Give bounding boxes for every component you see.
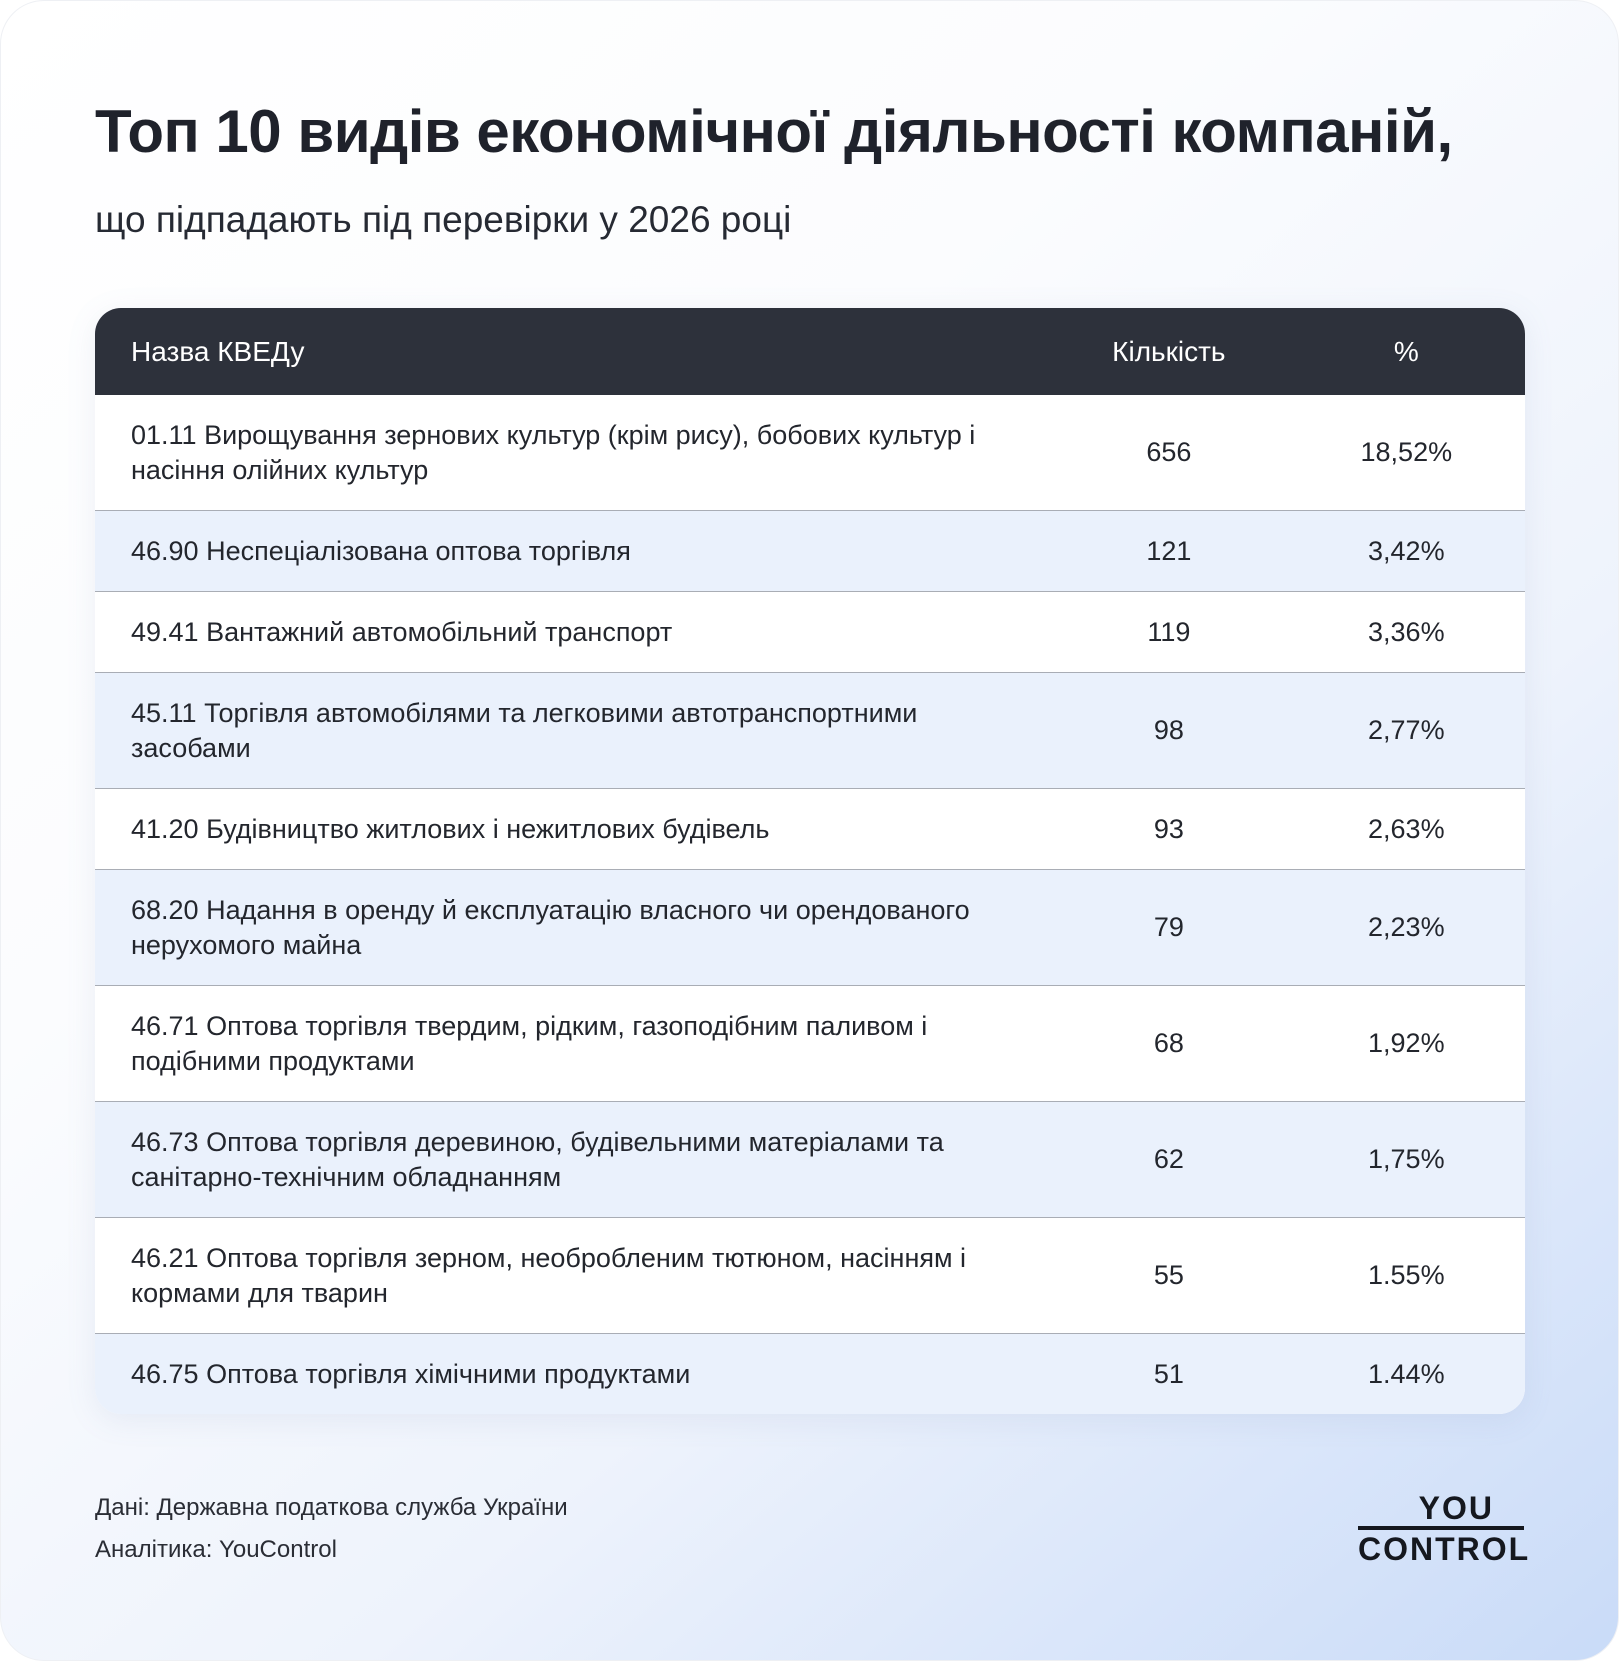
table-row: 46.73 Оптова торгівля деревиною, будівел…: [95, 1101, 1525, 1217]
row-name: 01.11 Вирощування зернових культур (крім…: [131, 419, 976, 485]
header-percent: %: [1393, 335, 1419, 367]
row-percent: 1,75%: [1368, 1144, 1445, 1174]
kved-table: Назва КВЕДу Кількість % 01.11 Вирощуванн…: [95, 308, 1525, 1414]
row-name: 46.75 Оптова торгівля хімічними продукта…: [131, 1358, 691, 1389]
row-count: 62: [1153, 1144, 1184, 1174]
row-name: 49.41 Вантажний автомобільний транспорт: [131, 616, 673, 647]
row-count: 119: [1147, 616, 1191, 647]
analytics-credit: Аналітика: YouControl: [95, 1536, 337, 1563]
row-count: 55: [1153, 1260, 1184, 1290]
row-percent: 1.44%: [1368, 1358, 1445, 1389]
logo-bar: [1358, 1526, 1524, 1530]
table-row: 46.71 Оптова торгівля твердим, рідким, г…: [95, 985, 1525, 1101]
row-count: 121: [1146, 535, 1192, 566]
row-name: 46.90 Неспеціалізована оптова торгівля: [131, 535, 631, 566]
page-title: Топ 10 видів економічної діяльності комп…: [95, 98, 1453, 165]
youcontrol-logo: YOU CONTROL: [1358, 1490, 1531, 1567]
table-header: Назва КВЕДу Кількість %: [95, 308, 1525, 395]
data-source: Дані: Державна податкова служба України: [95, 1494, 568, 1521]
row-name: 45.11 Торгівля автомобілями та легковими…: [131, 697, 918, 763]
row-count: 98: [1153, 715, 1184, 745]
header-name: Назва КВЕДу: [131, 336, 305, 367]
row-percent: 3,36%: [1368, 616, 1445, 647]
table-row: 49.41 Вантажний автомобільний транспорт 1…: [95, 591, 1525, 672]
row-count: 68: [1153, 1028, 1184, 1058]
page-subtitle: що підпадають під перевірки у 2026 році: [95, 199, 792, 240]
table-row: 46.75 Оптова торгівля хімічними продукта…: [95, 1333, 1525, 1414]
row-percent: 1.55%: [1368, 1260, 1445, 1290]
table-row: 41.20 Будівництво житлових і нежитлових …: [95, 788, 1525, 869]
logo-line1: YOU: [1418, 1490, 1494, 1526]
row-name: 46.21 Оптова торгівля зерном, необроблен…: [131, 1242, 967, 1308]
row-name: 46.73 Оптова торгівля деревиною, будівел…: [131, 1126, 944, 1192]
table-row: 46.90 Неспеціалізована оптова торгівля 12…: [95, 510, 1525, 591]
row-count: 656: [1146, 437, 1192, 467]
row-name: 41.20 Будівництво житлових і нежитлових …: [131, 813, 770, 844]
row-name: 46.71 Оптова торгівля твердим, рідким, г…: [131, 1010, 928, 1076]
table-row: 01.11 Вирощування зернових культур (крім…: [95, 395, 1525, 510]
row-percent: 2,63%: [1368, 813, 1445, 844]
row-percent: 1,92%: [1368, 1028, 1445, 1058]
row-percent: 18,52%: [1360, 437, 1453, 467]
logo-line2: CONTROL: [1358, 1531, 1531, 1567]
table-row: 46.21 Оптова торгівля зерном, необроблен…: [95, 1217, 1525, 1333]
table-row: 68.20 Надання в оренду й експлуатацію вл…: [95, 869, 1525, 985]
row-count: 79: [1153, 912, 1184, 942]
row-count: 93: [1153, 813, 1184, 844]
row-name: 68.20 Надання в оренду й експлуатацію вл…: [131, 894, 970, 960]
row-percent: 2,77%: [1368, 715, 1445, 745]
row-percent: 2,23%: [1368, 912, 1445, 942]
row-count: 51: [1153, 1358, 1184, 1389]
header-count: Кількість: [1112, 335, 1226, 367]
row-percent: 3,42%: [1368, 535, 1445, 566]
table-row: 45.11 Торгівля автомобілями та легковими…: [95, 672, 1525, 788]
